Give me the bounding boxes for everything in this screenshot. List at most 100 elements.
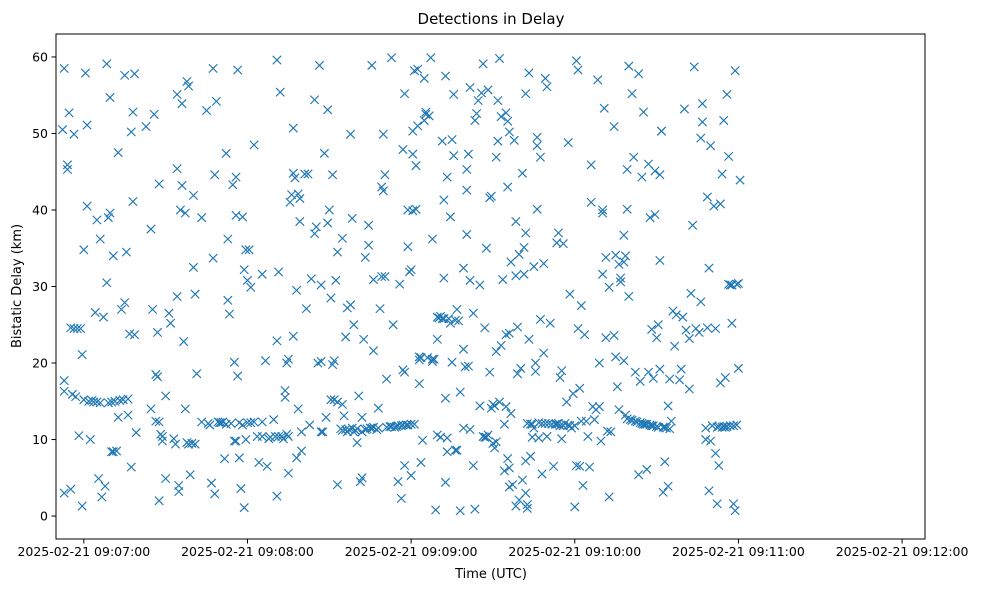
data-point <box>597 208 608 218</box>
data-point <box>244 245 254 255</box>
data-point <box>475 280 485 290</box>
data-point <box>709 201 719 211</box>
data-point <box>575 461 585 471</box>
y-tick-label: 50 <box>32 126 48 141</box>
data-point <box>413 64 423 74</box>
data-point <box>638 107 649 117</box>
data-point <box>79 245 89 255</box>
data-point <box>152 372 163 382</box>
data-point <box>597 269 608 279</box>
data-point <box>478 59 488 69</box>
data-point <box>399 89 410 99</box>
data-point <box>694 327 704 338</box>
data-point <box>74 431 84 441</box>
data-point <box>597 205 608 215</box>
data-point <box>62 164 73 175</box>
data-point <box>380 271 390 282</box>
data-point <box>206 478 217 488</box>
data-point <box>660 457 670 467</box>
data-point <box>599 103 609 113</box>
data-point <box>57 125 68 135</box>
data-point <box>236 483 246 494</box>
data-point <box>208 253 218 263</box>
data-point <box>614 259 624 269</box>
data-point <box>702 192 712 202</box>
data-point <box>161 391 171 401</box>
data-point <box>722 89 732 100</box>
data-point <box>494 53 505 64</box>
chart-title: Detections in Delay <box>418 10 565 28</box>
x-axis-label: Time (UTC) <box>454 567 527 582</box>
data-point <box>724 151 734 162</box>
data-point <box>462 164 472 175</box>
data-point <box>655 255 665 266</box>
data-point <box>108 251 118 261</box>
data-point <box>557 366 567 376</box>
data-point <box>558 239 568 249</box>
data-point <box>368 275 379 285</box>
data-point <box>311 222 321 232</box>
data-point <box>684 333 694 344</box>
data-point <box>540 73 550 83</box>
data-point <box>82 120 92 130</box>
data-point <box>647 324 657 334</box>
data-point <box>224 309 235 319</box>
data-point <box>665 424 675 434</box>
data-point <box>530 366 541 377</box>
data-point <box>720 372 730 383</box>
data-point <box>295 193 305 204</box>
data-point <box>697 99 708 109</box>
data-point <box>154 417 164 427</box>
data-point <box>172 89 182 100</box>
data-point <box>561 397 572 407</box>
data-point <box>612 382 622 392</box>
data-point <box>179 336 189 347</box>
y-tick-label: 10 <box>32 432 48 447</box>
data-point <box>674 375 685 385</box>
data-point <box>619 257 629 267</box>
data-point <box>59 376 69 386</box>
data-point <box>100 481 110 491</box>
data-point <box>154 179 164 189</box>
data-point <box>686 288 696 298</box>
data-point <box>210 489 220 499</box>
x-tick-label: 2025-02-21 09:12:00 <box>836 544 969 559</box>
data-point <box>449 151 459 161</box>
data-point <box>522 499 532 510</box>
data-point <box>602 426 613 436</box>
data-point <box>120 297 130 308</box>
data-point <box>183 81 194 91</box>
data-point <box>604 282 614 292</box>
data-point <box>399 460 410 471</box>
data-point <box>594 358 604 368</box>
data-point <box>278 434 289 444</box>
data-point <box>586 160 596 170</box>
data-point <box>689 62 699 72</box>
data-point <box>283 431 293 442</box>
data-point <box>113 412 123 422</box>
x-tick-label: 2025-02-21 09:08:00 <box>181 544 314 559</box>
data-point <box>555 372 565 383</box>
data-point <box>301 304 311 314</box>
data-point <box>491 152 501 162</box>
data-point <box>539 258 549 269</box>
data-point <box>696 133 706 143</box>
data-point <box>95 398 105 408</box>
data-point <box>331 275 341 285</box>
data-point <box>634 470 644 480</box>
data-point <box>506 257 516 267</box>
data-point <box>175 205 185 215</box>
data-point <box>161 473 171 484</box>
data-point <box>732 279 742 289</box>
data-point <box>231 436 241 446</box>
data-point <box>121 247 131 257</box>
data-point <box>188 190 199 201</box>
data-point <box>688 220 698 230</box>
data-point <box>409 419 420 429</box>
data-point <box>666 416 676 426</box>
x-tick-label: 2025-02-21 09:10:00 <box>508 544 641 559</box>
data-point <box>288 123 298 133</box>
data-point <box>583 431 593 442</box>
data-point <box>197 213 207 223</box>
data-point <box>288 331 298 341</box>
